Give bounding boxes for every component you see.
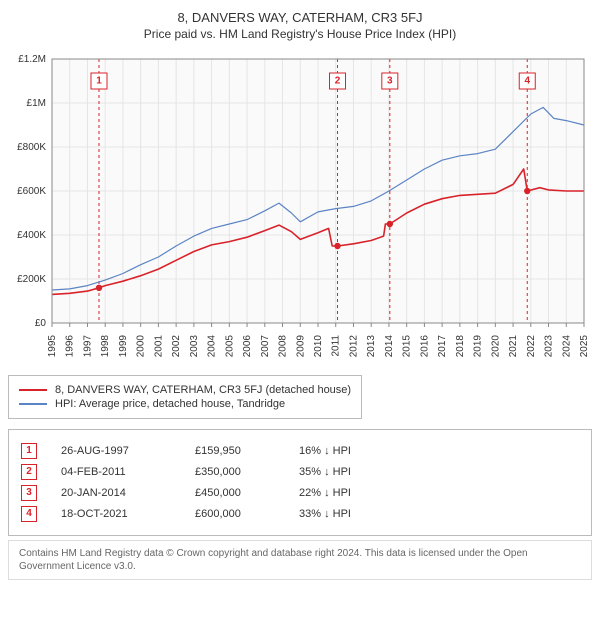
event-delta: 16% ↓ HPI: [299, 445, 389, 457]
legend-item: HPI: Average price, detached house, Tand…: [19, 398, 351, 410]
svg-text:£1M: £1M: [27, 98, 46, 109]
event-date: 18-OCT-2021: [61, 508, 171, 520]
sale-events-table: 1 26-AUG-1997 £159,950 16% ↓ HPI 2 04-FEB-201…: [8, 429, 592, 536]
legend-item: 8, DANVERS WAY, CATERHAM, CR3 5FJ (detac…: [19, 384, 351, 396]
price-chart: £0 £200K £400K £600K £800K £1M £1.2M 1995 1996 19…: [8, 49, 592, 369]
sale-event-row: 3 20-JAN-2014 £450,000 22% ↓ HPI: [21, 485, 579, 501]
svg-text:2006: 2006: [242, 335, 253, 358]
sale-event-row: 2 04-FEB-2011 £350,000 35% ↓ HPI: [21, 464, 579, 480]
event-marker: 3: [21, 485, 37, 501]
svg-text:2011: 2011: [331, 335, 342, 357]
svg-text:2: 2: [335, 76, 341, 87]
svg-text:£1.2M: £1.2M: [18, 54, 46, 65]
svg-text:£200K: £200K: [17, 274, 46, 285]
svg-text:1998: 1998: [100, 335, 111, 358]
svg-text:3: 3: [387, 76, 393, 87]
svg-text:2002: 2002: [171, 335, 182, 358]
svg-text:£800K: £800K: [17, 142, 46, 153]
chart-svg: £0 £200K £400K £600K £800K £1M £1.2M 1995 1996 19…: [8, 49, 592, 369]
svg-text:2010: 2010: [313, 335, 324, 358]
svg-text:2023: 2023: [544, 335, 555, 358]
sale-event-row: 1 26-AUG-1997 £159,950 16% ↓ HPI: [21, 443, 579, 459]
svg-text:2005: 2005: [224, 335, 235, 358]
svg-text:£0: £0: [35, 318, 47, 329]
event-marker: 4: [21, 506, 37, 522]
legend-label: 8, DANVERS WAY, CATERHAM, CR3 5FJ (detac…: [55, 384, 351, 396]
legend-swatch: [19, 389, 47, 391]
event-date: 26-AUG-1997: [61, 445, 171, 457]
svg-text:2013: 2013: [366, 335, 377, 358]
legend-swatch: [19, 403, 47, 405]
svg-text:2000: 2000: [136, 335, 147, 358]
svg-text:£600K: £600K: [17, 186, 46, 197]
event-delta: 22% ↓ HPI: [299, 487, 389, 499]
svg-text:2009: 2009: [295, 335, 306, 358]
svg-text:2004: 2004: [207, 335, 218, 358]
svg-text:2017: 2017: [437, 335, 448, 358]
svg-text:2020: 2020: [490, 335, 501, 358]
event-price: £159,950: [195, 445, 275, 457]
svg-text:2021: 2021: [508, 335, 519, 358]
svg-text:£400K: £400K: [17, 230, 46, 241]
svg-text:2018: 2018: [455, 335, 466, 358]
legend-label: HPI: Average price, detached house, Tand…: [55, 398, 285, 410]
svg-text:2016: 2016: [419, 335, 430, 358]
svg-text:2024: 2024: [561, 335, 572, 358]
svg-text:2014: 2014: [384, 335, 395, 358]
event-price: £450,000: [195, 487, 275, 499]
svg-text:2001: 2001: [153, 335, 164, 358]
svg-text:1999: 1999: [118, 335, 129, 358]
svg-text:1997: 1997: [82, 335, 93, 358]
svg-text:4: 4: [524, 76, 530, 87]
event-price: £350,000: [195, 466, 275, 478]
svg-text:1995: 1995: [47, 335, 58, 358]
svg-text:2012: 2012: [348, 335, 359, 358]
event-delta: 35% ↓ HPI: [299, 466, 389, 478]
event-date: 20-JAN-2014: [61, 487, 171, 499]
event-price: £600,000: [195, 508, 275, 520]
svg-text:2019: 2019: [473, 335, 484, 358]
licence-footnote: Contains HM Land Registry data © Crown c…: [8, 540, 592, 580]
svg-text:1996: 1996: [65, 335, 76, 358]
svg-text:2007: 2007: [260, 335, 271, 358]
page-title: 8, DANVERS WAY, CATERHAM, CR3 5FJ: [8, 10, 592, 25]
svg-text:1: 1: [96, 76, 102, 87]
event-delta: 33% ↓ HPI: [299, 508, 389, 520]
svg-text:2015: 2015: [402, 335, 413, 358]
event-marker: 1: [21, 443, 37, 459]
event-marker: 2: [21, 464, 37, 480]
legend: 8, DANVERS WAY, CATERHAM, CR3 5FJ (detac…: [8, 375, 362, 419]
svg-text:2025: 2025: [579, 335, 590, 358]
svg-text:2003: 2003: [189, 335, 200, 358]
svg-text:2008: 2008: [278, 335, 289, 358]
svg-text:2022: 2022: [526, 335, 537, 358]
event-date: 04-FEB-2011: [61, 466, 171, 478]
page-subtitle: Price paid vs. HM Land Registry's House …: [8, 27, 592, 41]
sale-event-row: 4 18-OCT-2021 £600,000 33% ↓ HPI: [21, 506, 579, 522]
